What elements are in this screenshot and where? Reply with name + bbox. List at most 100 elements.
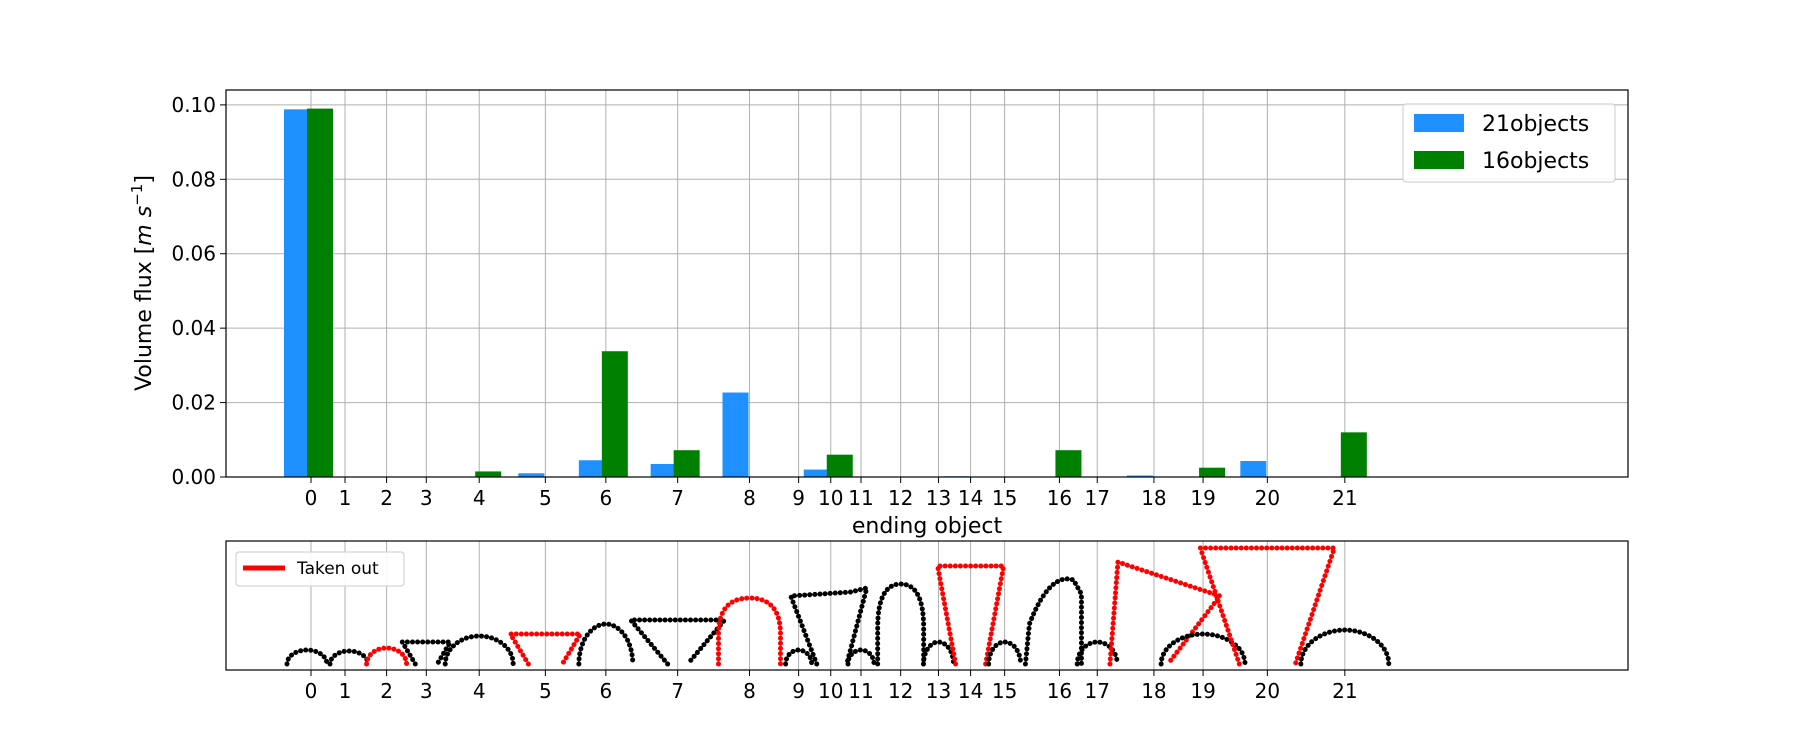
bottom-plot-frame [225, 540, 1629, 671]
top-y-tick-label: 0.08 [171, 167, 216, 191]
top-y-tick-label: 0.10 [171, 93, 216, 117]
top-legend: 21objects 16objects [1402, 103, 1616, 183]
bar-16objects-19 [1199, 467, 1226, 477]
object-shape-0 [284, 647, 330, 667]
legend-label-16objects: 16objects [1482, 149, 1589, 174]
top-x-tick-label: 13 [926, 486, 951, 510]
object-shape-4 [442, 633, 516, 667]
top-y-tick-label: 0.02 [171, 391, 216, 415]
object-shape-1 [327, 648, 371, 667]
bottom-x-tick-label: 4 [473, 679, 486, 703]
bar-16objects-0 [307, 108, 333, 477]
object-shape-9 [783, 647, 815, 667]
object-shape-16 [1022, 576, 1084, 667]
top-x-tick-label: 4 [473, 486, 486, 510]
bottom-legend: Taken out [235, 551, 405, 587]
bar-21objects-10 [803, 469, 830, 477]
bar-21objects-6 [578, 460, 605, 477]
object-shape-20 [1197, 545, 1337, 667]
bottom-x-tick-label: 5 [539, 679, 552, 703]
object-shape-19 [1158, 631, 1248, 667]
bar-marks [284, 108, 1367, 477]
bar-16objects-6 [601, 351, 628, 477]
object-shape-10 [788, 585, 870, 667]
bottom-x-tick-label: 16 [1047, 679, 1072, 703]
top-x-tick-label: 5 [539, 486, 552, 510]
bottom-x-tick-label: 19 [1190, 679, 1215, 703]
bar-21objects-20 [1240, 460, 1267, 477]
top-x-tick-label: 14 [958, 486, 983, 510]
top-x-tick-label: 11 [848, 486, 873, 510]
top-x-tick-label: 20 [1255, 486, 1280, 510]
top-y-tick-label: 0.04 [171, 316, 216, 340]
object-shape-3 [399, 639, 453, 667]
bottom-x-tick-label: 10 [818, 679, 843, 703]
top-plot-frame [225, 89, 1629, 478]
top-x-tick-label: 0 [305, 486, 318, 510]
bottom-x-tick-label: 14 [958, 679, 983, 703]
legend-swatch-21objects [1414, 114, 1464, 132]
x-axis-label: ending object [852, 514, 1003, 539]
bar-16objects-16 [1055, 450, 1082, 477]
legend-swatch-16objects [1414, 151, 1464, 169]
bottom-legend-box [235, 551, 405, 587]
bottom-x-tick-label: 21 [1332, 679, 1357, 703]
object-shape-2 [364, 645, 410, 667]
bar-16objects-10 [826, 454, 853, 477]
object-shape-7 [628, 617, 728, 667]
bottom-x-tick-label: 6 [599, 679, 612, 703]
top-x-tick-label: 17 [1085, 486, 1110, 510]
bottom-x-tick-label: 7 [671, 679, 684, 703]
y-axis-label: Volume flux [m s−1] [128, 175, 157, 391]
bottom-x-tick-label: 0 [305, 679, 318, 703]
object-shape-15 [986, 639, 1024, 667]
bottom-x-tick-label: 18 [1141, 679, 1166, 703]
bottom-x-tick-label: 3 [420, 679, 433, 703]
top-y-tick-label: 0.06 [171, 242, 216, 266]
legend-label-taken-out: Taken out [296, 559, 379, 579]
top-x-tick-labels: 0 1 2 3 4 5 6 7 8 9 10 11 12 13 14 15 16 17 18 19 20 21 [305, 477, 1358, 510]
bottom-x-tick-label: 12 [888, 679, 913, 703]
bottom-x-tick-labels: 0 1 2 3 4 5 6 7 8 9 10 11 12 13 14 15 16 17 18 19 20 21 [305, 670, 1358, 703]
bottom-gridlines [310, 541, 1346, 670]
bar-21objects-0 [284, 109, 310, 477]
bar-21objects-7 [650, 463, 677, 477]
top-x-tick-label: 19 [1190, 486, 1215, 510]
top-x-tick-label: 2 [380, 486, 393, 510]
bottom-x-tick-label: 2 [380, 679, 393, 703]
top-y-tick-label: 0.00 [171, 465, 216, 489]
bottom-x-tick-label: 15 [992, 679, 1017, 703]
top-x-tick-label: 15 [992, 486, 1017, 510]
object-shape-17 [1074, 639, 1120, 667]
object-shape-12 [875, 581, 927, 667]
bottom-x-tick-label: 1 [339, 679, 352, 703]
object-shape-11 [845, 647, 877, 667]
top-x-tick-label: 16 [1047, 486, 1072, 510]
object-shape-18 [1107, 559, 1223, 667]
top-x-tick-label: 18 [1141, 486, 1166, 510]
bar-21objects-8 [722, 392, 749, 477]
top-y-tick-labels: 0.00 0.02 0.04 0.06 0.08 0.10 [171, 93, 226, 489]
bottom-x-tick-label: 8 [743, 679, 756, 703]
top-x-tick-label: 9 [792, 486, 805, 510]
bottom-x-tick-label: 13 [926, 679, 951, 703]
object-shape-14 [935, 563, 1007, 667]
bottom-x-tick-label: 20 [1255, 679, 1280, 703]
top-x-tick-label: 10 [818, 486, 843, 510]
top-x-tick-label: 1 [339, 486, 352, 510]
bar-16objects-4 [475, 471, 502, 477]
bottom-shape-strip: 0 1 2 3 4 5 6 7 8 9 10 11 12 13 14 15 16 17 18 19 20 21 Taken… [225, 540, 1629, 703]
top-x-tick-label: 12 [888, 486, 913, 510]
bar-16objects-7 [673, 450, 700, 477]
top-x-tick-label: 7 [671, 486, 684, 510]
object-shapes [284, 545, 1392, 667]
object-shape-5 [507, 631, 583, 667]
top-x-tick-label: 6 [599, 486, 612, 510]
top-x-tick-label: 8 [743, 486, 756, 510]
bar-21objects-5 [518, 473, 545, 477]
top-x-tick-label: 21 [1332, 486, 1357, 510]
bottom-x-tick-label: 17 [1085, 679, 1110, 703]
object-shape-6 [576, 621, 636, 667]
bar-21objects-18 [1126, 475, 1153, 477]
